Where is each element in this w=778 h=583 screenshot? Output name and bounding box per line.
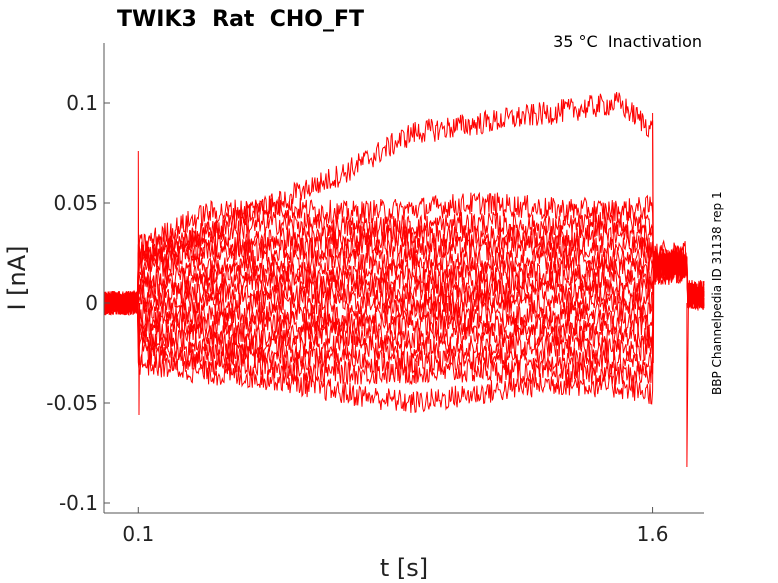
transient-spike <box>686 282 690 468</box>
x-axis-ticks: 0.1 1.6 <box>122 507 668 546</box>
current-trace <box>103 249 705 317</box>
current-trace <box>103 258 705 315</box>
y-tick-label: -0.05 <box>46 391 98 415</box>
transient-spike <box>652 112 655 364</box>
y-tick-label: 0.05 <box>53 191 98 215</box>
current-trace <box>103 244 705 316</box>
y-tick-label: 0.1 <box>66 91 98 115</box>
current-trace <box>103 223 705 315</box>
x-tick-label: 1.6 <box>637 522 669 546</box>
trace-group <box>103 91 705 468</box>
current-trace <box>103 245 704 315</box>
chart-annotation: 35 °C Inactivation <box>553 32 702 51</box>
x-axis-label: t [s] <box>380 554 428 582</box>
y-axis-label: I [nA] <box>3 245 31 310</box>
current-trace <box>103 252 705 375</box>
x-tick-label: 0.1 <box>122 522 154 546</box>
current-trace <box>103 252 705 413</box>
transient-spike <box>137 150 141 416</box>
current-trace <box>103 91 705 315</box>
chart-title: TWIK3 Rat CHO_FT <box>117 7 364 32</box>
y-tick-label: -0.1 <box>59 491 98 515</box>
y-axis-ticks: -0.1 -0.05 0 0.05 0.1 <box>46 91 110 515</box>
current-trace <box>103 191 705 315</box>
current-trace <box>103 244 705 337</box>
y-tick-label: 0 <box>85 291 98 315</box>
source-side-label: BBP Channelpedia ID 31138 rep 1 <box>710 191 724 395</box>
current-trace <box>103 257 705 349</box>
